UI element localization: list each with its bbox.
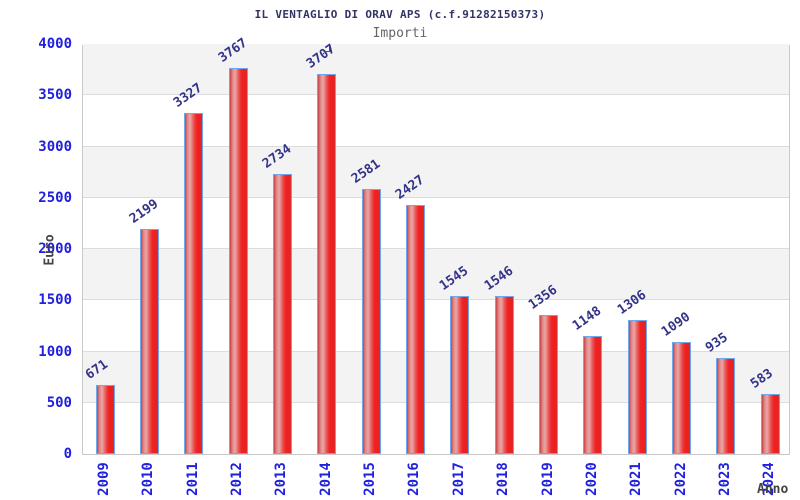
x-axis-title: Anno xyxy=(757,482,789,497)
x-tick-label: 2011 xyxy=(184,462,201,496)
x-tick-label: 2010 xyxy=(140,462,157,496)
bar-2017 xyxy=(450,295,470,454)
bar-2011 xyxy=(184,112,204,454)
gridline xyxy=(83,145,789,147)
gridline xyxy=(83,196,789,198)
x-tick-label: 2017 xyxy=(450,462,467,496)
x-tick-label: 2014 xyxy=(317,462,334,496)
x-tick-label: 2022 xyxy=(672,462,689,496)
x-tick-label: 2013 xyxy=(273,462,290,496)
bar-2020 xyxy=(583,336,603,454)
cursor-artifact xyxy=(326,47,331,52)
gridline xyxy=(83,94,789,96)
y-tick-label: 3500 xyxy=(38,87,72,104)
y-tick-label: 0 xyxy=(63,446,72,462)
bar-2009 xyxy=(95,385,115,454)
y-tick-label: 1000 xyxy=(38,343,72,360)
y-axis-title: Euro xyxy=(42,234,58,266)
x-tick-label: 2020 xyxy=(583,462,600,496)
y-tick-label: 3000 xyxy=(38,138,72,155)
x-tick-label: 2019 xyxy=(539,462,556,496)
x-tick-label: 2012 xyxy=(229,462,246,496)
x-tick-label: 2023 xyxy=(716,462,733,496)
bar-2023 xyxy=(716,358,736,454)
gridline xyxy=(83,248,789,249)
plot-area: 671 2199 3327 3767 2734 3707 2581 2427 1545 1546 1… xyxy=(82,35,790,455)
x-tick-label: 2016 xyxy=(406,462,423,496)
bar-2024 xyxy=(760,394,780,454)
y-tick-label: 4000 xyxy=(38,36,72,52)
bar-2018 xyxy=(494,295,514,454)
gridline xyxy=(83,350,789,352)
x-tick-label: 2018 xyxy=(495,462,512,496)
bar-2022 xyxy=(672,342,692,454)
y-tick-label: 1500 xyxy=(38,292,72,309)
band xyxy=(83,44,789,96)
x-tick-label: 2015 xyxy=(362,462,379,496)
chart-title: IL VENTAGLIO DI ORAV APS (c.f.9128215037… xyxy=(254,8,546,21)
y-tick-label: 2500 xyxy=(38,189,72,206)
bar-2014 xyxy=(317,74,337,454)
bar-2016 xyxy=(405,205,425,454)
chart-subtitle: Importi xyxy=(372,26,428,41)
x-tick-label: 2021 xyxy=(628,462,645,496)
bar-2013 xyxy=(272,173,292,454)
bar-2012 xyxy=(228,67,248,454)
y-tick-label: 500 xyxy=(46,394,72,411)
bar-2019 xyxy=(539,315,558,454)
y-tick-label: 2000 xyxy=(38,241,72,257)
bar-2015 xyxy=(361,189,381,454)
gridline xyxy=(83,401,789,403)
x-tick-label: 2009 xyxy=(96,462,112,496)
bar-2021 xyxy=(627,320,647,454)
bar-2010 xyxy=(139,228,159,454)
gridline xyxy=(83,299,789,301)
